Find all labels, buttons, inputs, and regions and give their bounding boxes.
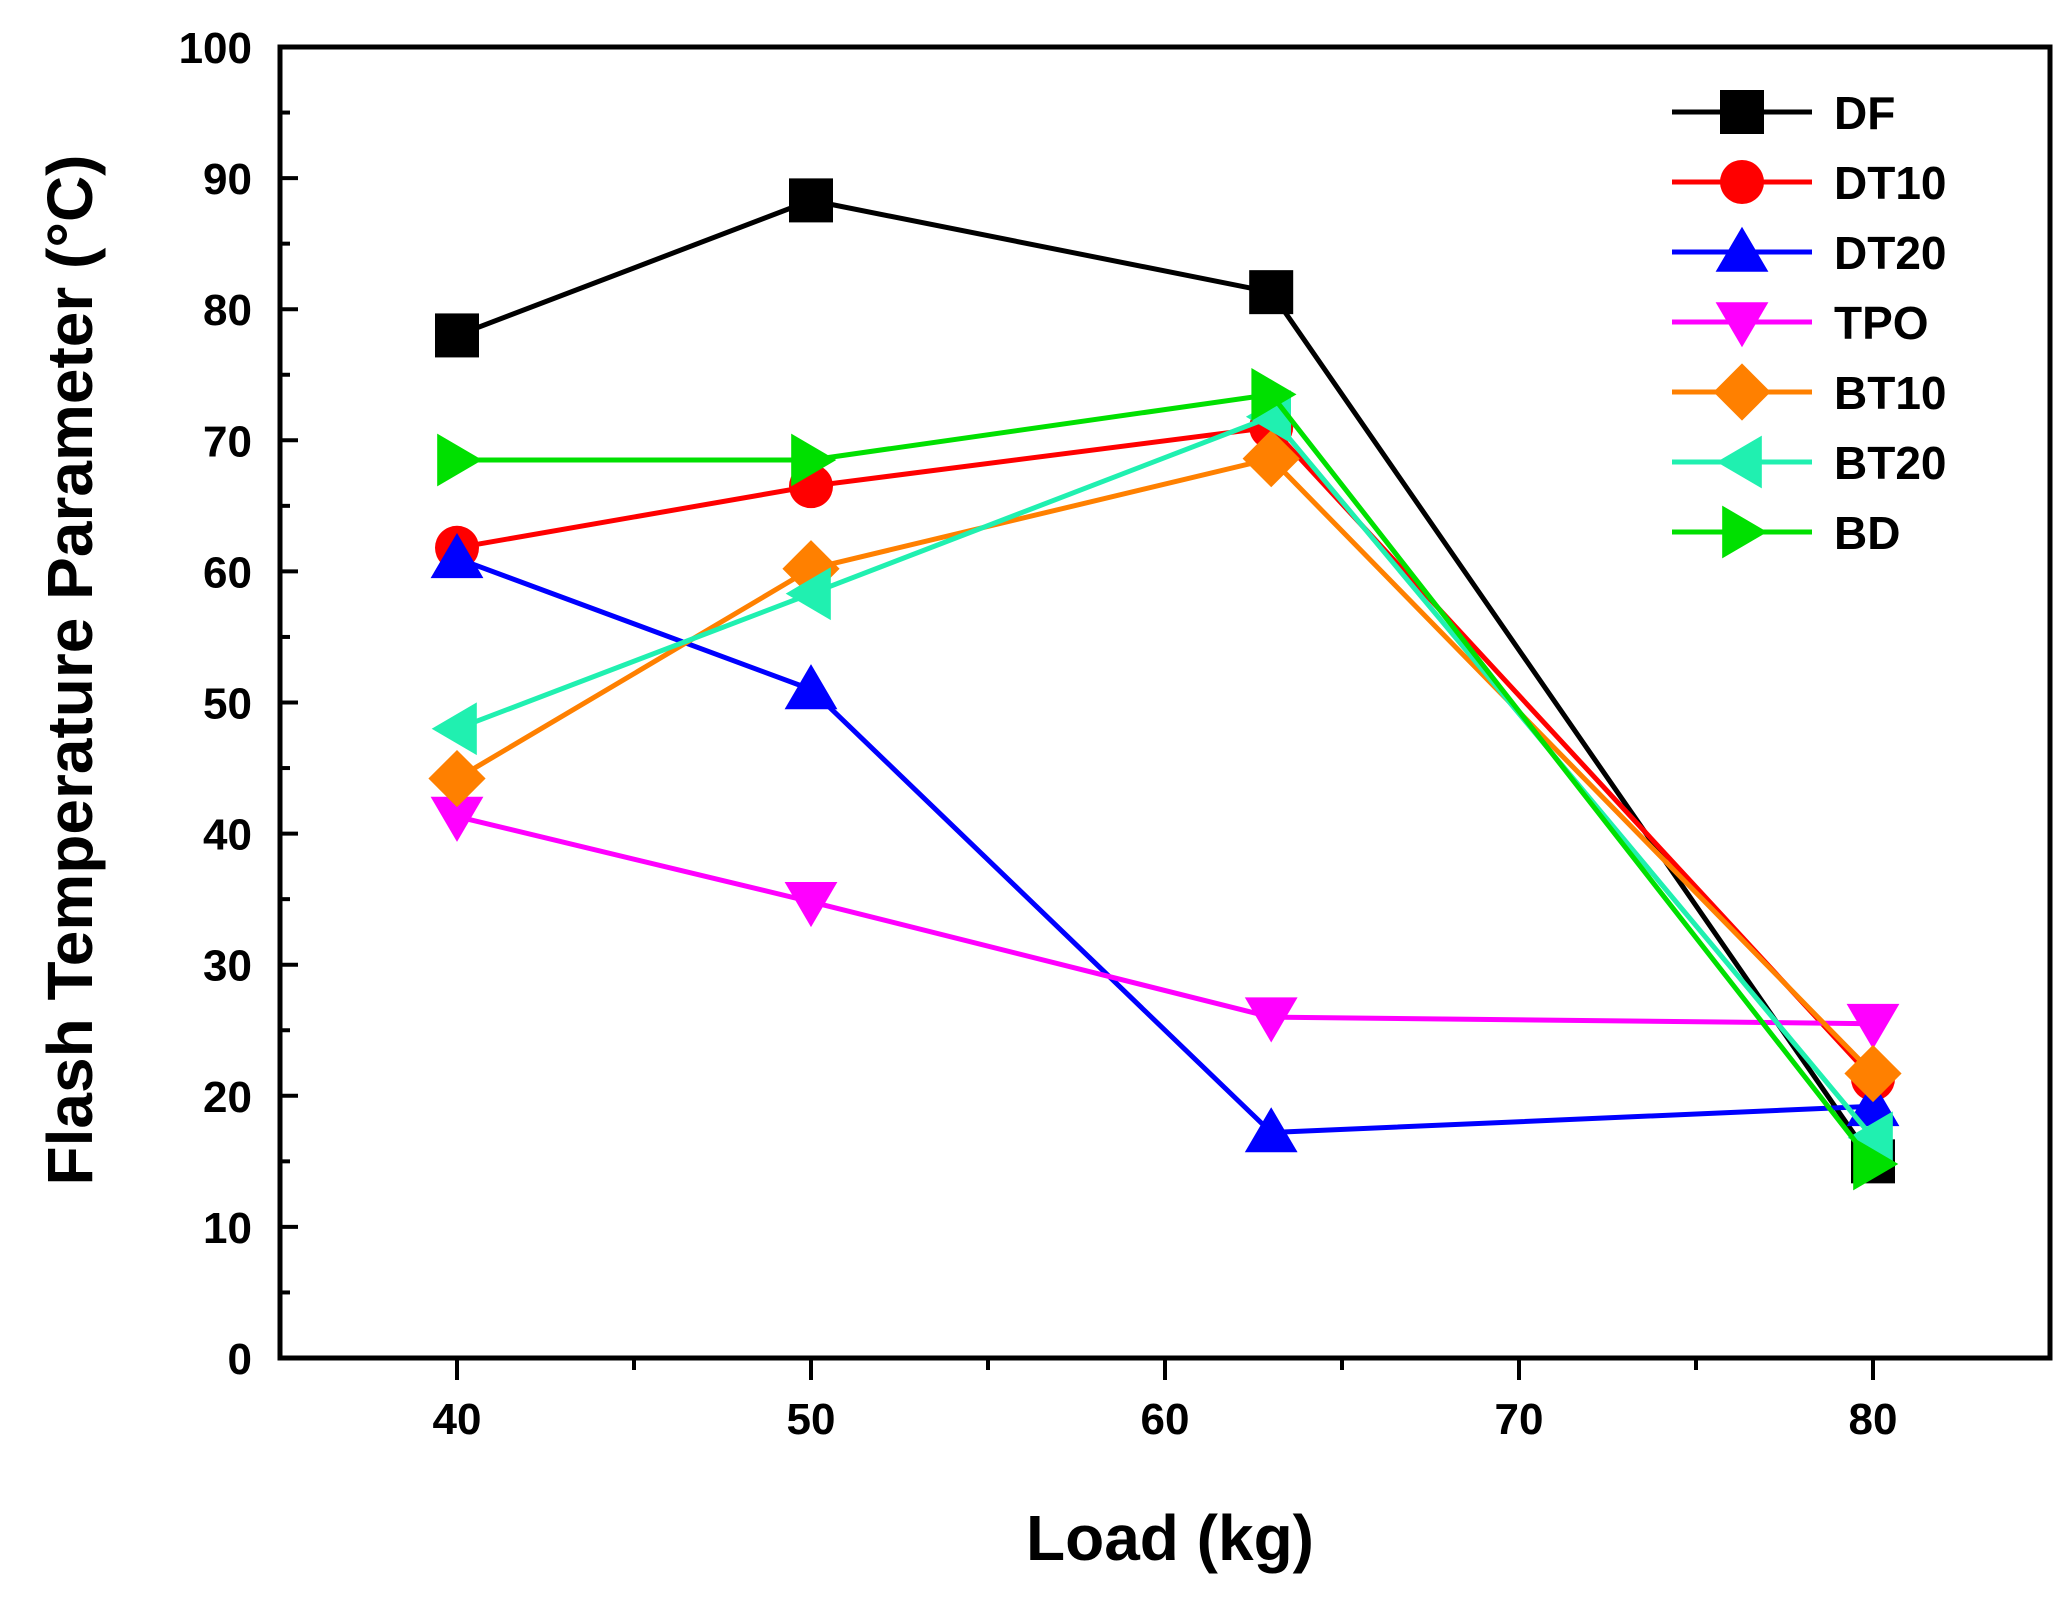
y-tick-label: 20 xyxy=(203,1073,252,1122)
series-dt10 xyxy=(435,405,1895,1101)
legend-label-tpo: TPO xyxy=(1834,297,1929,349)
data-point-bd xyxy=(1853,1137,1899,1191)
series-tpo xyxy=(430,796,1900,1049)
data-point-bt20 xyxy=(1847,1111,1893,1165)
legend-label-bt20: BT20 xyxy=(1834,437,1946,489)
x-tick-label: 70 xyxy=(1495,1395,1544,1444)
legend-item-bd: BD xyxy=(1672,505,1900,559)
legend-item-tpo: TPO xyxy=(1672,297,1929,349)
y-tick-label: 30 xyxy=(203,942,252,991)
legend-item-df: DF xyxy=(1672,87,1895,139)
series-bt10 xyxy=(428,430,1902,1103)
data-point-bt10 xyxy=(428,749,486,808)
y-tick-label: 80 xyxy=(203,286,252,335)
legend-label-dt20: DT20 xyxy=(1834,227,1946,279)
data-point-dt20 xyxy=(784,664,838,710)
data-point-dt20 xyxy=(1846,1080,1900,1127)
legend-marker-bt20 xyxy=(1716,435,1762,489)
plot-frame xyxy=(277,44,2053,1361)
series-line-bt10 xyxy=(455,456,1875,1076)
data-point-bt20 xyxy=(431,702,477,756)
legend-label-bt10: BT10 xyxy=(1834,367,1946,419)
data-point-dt20 xyxy=(1244,1107,1298,1153)
x-axis-title: Load (kg) xyxy=(1026,1502,1314,1574)
y-tick-label: 40 xyxy=(203,811,252,860)
legend-marker-dt10 xyxy=(1720,160,1764,204)
series-bt20 xyxy=(431,390,1893,1165)
data-point-bd xyxy=(1251,368,1297,421)
data-point-tpo xyxy=(784,881,838,928)
x-axis: 40 50 60 70 80 xyxy=(433,1358,1898,1444)
y-axis-title: Flash Temperature Parameter (°C) xyxy=(34,155,106,1186)
legend-item-dt10: DT10 xyxy=(1672,157,1946,209)
legend-marker-bt10 xyxy=(1713,363,1771,421)
series-dt20 xyxy=(430,532,1900,1153)
series-line-dt10 xyxy=(456,424,1875,1081)
x-tick-label: 40 xyxy=(433,1395,482,1444)
data-point-df xyxy=(789,178,833,223)
data-point-bd xyxy=(437,433,483,487)
data-point-bt10 xyxy=(1242,430,1300,488)
x-tick-label: 50 xyxy=(787,1395,836,1444)
legend-marker-dt20 xyxy=(1715,226,1769,272)
plot-border xyxy=(277,44,2053,1361)
series-layer xyxy=(428,178,1902,1191)
series-line-df xyxy=(456,197,1876,1163)
data-point-tpo xyxy=(1846,1003,1900,1049)
series-line-dt20 xyxy=(456,555,1874,1136)
data-point-tpo xyxy=(430,796,484,842)
y-tick-label: 90 xyxy=(203,155,252,204)
data-point-df xyxy=(435,313,479,358)
legend: DF DT10 DT20 TPO BT10 BT20 BD xyxy=(1672,87,1946,559)
y-tick-label: 100 xyxy=(179,24,252,73)
y-tick-label: 0 xyxy=(228,1335,252,1384)
series-line-tpo xyxy=(456,814,1874,1027)
legend-marker-bd xyxy=(1722,505,1768,559)
y-tick-label: 50 xyxy=(203,680,252,729)
y-tick-label: 10 xyxy=(203,1204,252,1253)
legend-item-bt20: BT20 xyxy=(1672,435,1946,489)
y-tick-label: 60 xyxy=(203,548,252,597)
legend-marker-tpo xyxy=(1715,302,1769,348)
data-point-bt20 xyxy=(785,567,831,621)
x-tick-label: 80 xyxy=(1849,1395,1898,1444)
data-point-tpo xyxy=(1244,997,1298,1043)
legend-item-dt20: DT20 xyxy=(1672,226,1946,279)
y-tick-label: 70 xyxy=(203,417,252,466)
legend-item-bt10: BT10 xyxy=(1672,363,1946,421)
legend-label-dt10: DT10 xyxy=(1834,157,1946,209)
legend-marker-df xyxy=(1720,90,1764,134)
x-tick-label: 60 xyxy=(1141,1395,1190,1444)
data-point-dt20 xyxy=(430,532,484,579)
data-point-bd xyxy=(791,433,837,487)
series-bd xyxy=(437,368,1899,1191)
legend-label-bd: BD xyxy=(1834,507,1900,559)
data-point-df xyxy=(1249,270,1294,315)
series-line-bd xyxy=(457,391,1875,1166)
y-axis: 0 10 20 30 40 50 60 70 80 90 100 xyxy=(179,24,298,1384)
data-point-bt10 xyxy=(1844,1044,1902,1103)
legend-label-df: DF xyxy=(1834,87,1895,139)
